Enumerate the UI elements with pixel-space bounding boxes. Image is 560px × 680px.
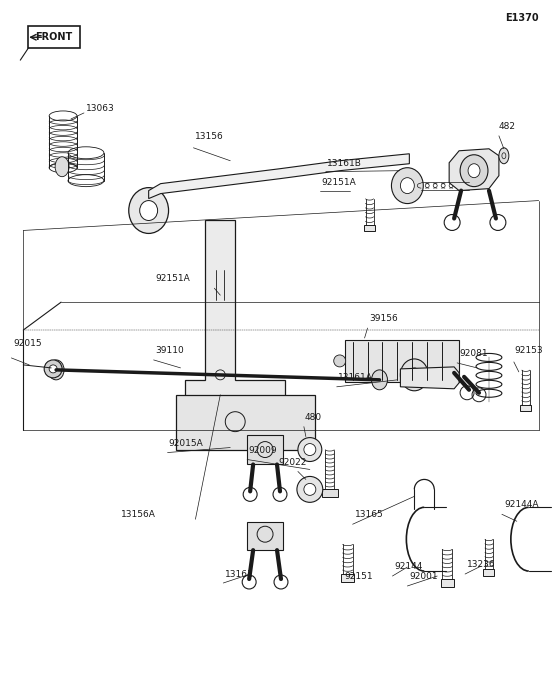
Text: 92022: 92022 xyxy=(278,458,306,467)
Ellipse shape xyxy=(400,177,414,194)
Ellipse shape xyxy=(408,368,421,382)
Bar xyxy=(322,490,338,497)
Bar xyxy=(344,340,459,382)
Bar xyxy=(28,27,80,48)
Text: 13063: 13063 xyxy=(86,104,115,113)
Text: 13165: 13165 xyxy=(354,510,384,520)
Ellipse shape xyxy=(49,365,57,373)
Bar xyxy=(520,405,531,411)
Text: 92081: 92081 xyxy=(459,349,488,358)
Polygon shape xyxy=(400,367,459,389)
Ellipse shape xyxy=(129,188,169,233)
Text: 39110: 39110 xyxy=(156,346,184,355)
Ellipse shape xyxy=(304,443,316,456)
Bar xyxy=(483,569,494,576)
Text: 13156A: 13156A xyxy=(121,510,156,520)
Text: 92009: 92009 xyxy=(248,445,277,454)
Bar xyxy=(441,579,454,587)
Ellipse shape xyxy=(460,155,488,186)
Bar xyxy=(215,300,226,307)
Bar xyxy=(324,490,336,497)
Ellipse shape xyxy=(139,201,157,220)
Text: 92144A: 92144A xyxy=(504,500,538,509)
Text: 92151: 92151 xyxy=(344,572,374,581)
Ellipse shape xyxy=(48,360,64,380)
Text: 92015A: 92015A xyxy=(169,439,203,447)
Ellipse shape xyxy=(400,359,428,391)
Polygon shape xyxy=(185,220,285,400)
Text: 92151A: 92151A xyxy=(322,177,357,186)
Text: 92015: 92015 xyxy=(13,339,42,348)
Text: 13156: 13156 xyxy=(195,132,224,141)
Ellipse shape xyxy=(297,477,323,503)
Ellipse shape xyxy=(499,148,509,164)
Bar xyxy=(247,435,283,464)
Text: 482: 482 xyxy=(499,122,516,131)
Text: 13161B: 13161B xyxy=(327,158,362,168)
Ellipse shape xyxy=(371,370,388,390)
Bar xyxy=(364,226,375,231)
Text: 92151A: 92151A xyxy=(156,274,190,284)
Bar xyxy=(341,574,354,582)
Ellipse shape xyxy=(391,168,423,203)
Ellipse shape xyxy=(55,157,69,177)
Ellipse shape xyxy=(334,355,346,367)
Text: 92153: 92153 xyxy=(515,346,543,355)
Text: 92001: 92001 xyxy=(409,572,438,581)
Text: 92144: 92144 xyxy=(394,562,423,571)
Bar xyxy=(247,522,283,550)
Ellipse shape xyxy=(44,360,62,378)
Text: 13161: 13161 xyxy=(225,570,254,579)
Ellipse shape xyxy=(468,164,480,177)
Text: 13236: 13236 xyxy=(467,560,496,569)
Ellipse shape xyxy=(304,483,316,495)
Ellipse shape xyxy=(298,438,322,462)
Polygon shape xyxy=(148,154,409,199)
Text: 13161A: 13161A xyxy=(338,373,372,382)
Text: 480: 480 xyxy=(305,413,322,422)
Polygon shape xyxy=(449,149,499,190)
Text: 39156: 39156 xyxy=(370,314,398,323)
Bar xyxy=(175,395,315,449)
Text: FRONT: FRONT xyxy=(35,32,73,42)
Text: E1370: E1370 xyxy=(505,14,539,23)
